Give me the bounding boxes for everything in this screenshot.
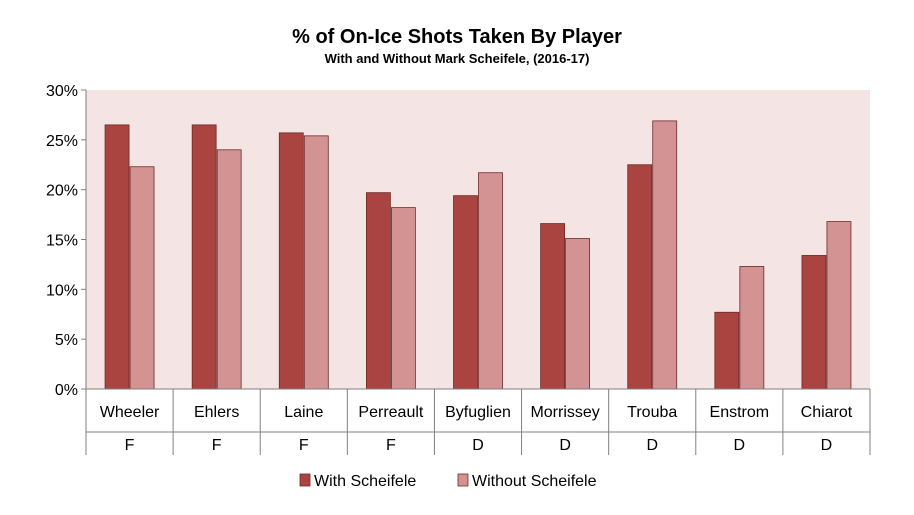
x-category-label: Perreault	[358, 404, 423, 421]
x-position-label: D	[821, 437, 833, 454]
bar-without-laine	[303, 135, 329, 390]
bar-without-trouba	[652, 120, 678, 390]
x-position-label: F	[212, 437, 222, 454]
bar-without-morrissey	[565, 238, 591, 390]
bar-with-enstrom	[714, 311, 740, 390]
x-category-label: Chiarot	[801, 404, 853, 421]
y-axis: 0% 5% 10% 15% 20% 25% 30%	[46, 83, 87, 399]
x-position-label: D	[646, 437, 658, 454]
chart-subtitle: With and Without Mark Scheifele, (2016-1…	[325, 51, 590, 66]
x-category-label: Byfuglien	[445, 404, 511, 421]
x-position-label: F	[386, 437, 396, 454]
x-category-label: Morrissey	[530, 404, 599, 421]
bar-with-ehlers	[191, 124, 217, 390]
bar-without-chiarot	[826, 221, 852, 390]
bar-without-perreault	[390, 207, 416, 390]
x-position-label: D	[734, 437, 746, 454]
x-category-label: Wheeler	[100, 404, 160, 421]
x-category-label: Laine	[284, 404, 323, 421]
bar-with-laine	[278, 132, 304, 390]
bar-without-byfuglien	[478, 172, 503, 390]
bar-without-enstrom	[739, 266, 765, 390]
bar-with-morrissey	[540, 223, 566, 390]
legend-label-with: With Scheifele	[314, 473, 416, 490]
bar-with-chiarot	[801, 255, 827, 390]
x-category-label: Ehlers	[194, 404, 239, 421]
y-tick-label: 15%	[46, 233, 78, 250]
bars-group	[104, 120, 852, 390]
x-position-label: D	[472, 437, 484, 454]
y-tick-label: 0%	[55, 382, 78, 399]
x-position-label: F	[125, 437, 135, 454]
legend-swatch-without	[457, 473, 469, 487]
x-axis: Wheeler F Ehlers F Laine F Perreault F Byfuglien…	[85, 388, 871, 455]
y-tick-label: 5%	[55, 332, 78, 349]
y-tick-label: 20%	[46, 183, 78, 200]
chart-title: % of On-Ice Shots Taken By Player	[292, 26, 622, 48]
bar-with-trouba	[627, 164, 653, 390]
bar-with-perreault	[365, 192, 391, 390]
x-category-label: Enstrom	[710, 404, 770, 421]
x-position-label: D	[559, 437, 571, 454]
legend: With Scheifele Without Scheifele	[299, 473, 597, 490]
x-position-label: F	[299, 437, 309, 454]
legend-swatch-with	[299, 473, 311, 487]
x-category-label: Trouba	[627, 404, 677, 421]
bar-with-wheeler	[104, 124, 130, 390]
y-tick-label: 10%	[46, 282, 78, 299]
bar-without-wheeler	[129, 166, 155, 390]
plot-area	[86, 90, 870, 389]
legend-label-without: Without Scheifele	[472, 473, 597, 490]
y-tick-label: 30%	[46, 83, 78, 100]
bar-without-ehlers	[216, 149, 242, 390]
y-tick-label: 25%	[46, 133, 78, 150]
bar-with-byfuglien	[453, 195, 478, 390]
